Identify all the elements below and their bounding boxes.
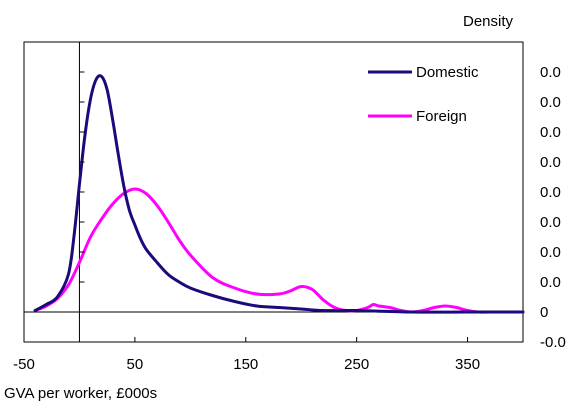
y-tick-label: 0.0 (540, 274, 561, 291)
y-tick-label: 0.0 (540, 94, 561, 111)
x-tick-label: 50 (127, 356, 144, 373)
x-axis-title: GVA per worker, £000s (4, 385, 157, 402)
y-axis-title: Density (463, 13, 514, 30)
legend-label-domestic: Domestic (416, 64, 479, 81)
y-tick-label: 0.0 (540, 244, 561, 261)
y-tick-label: -0.0 (540, 334, 566, 351)
x-tick-label: 250 (344, 356, 369, 373)
y-tick-label: 0.0 (540, 124, 561, 141)
series-layer (33, 74, 525, 314)
legend: Domestic Foreign (368, 64, 479, 125)
y-tick-label: 0.0 (540, 154, 561, 171)
y-tick-label: 0.0 (540, 64, 561, 81)
x-axis: -50 50 150 250 350 (13, 337, 480, 373)
series-line-domestic (33, 74, 525, 314)
x-tick-label: 350 (455, 356, 480, 373)
y-axis: 0.0 0.0 0.0 0.0 0.0 0.0 0.0 0.0 0 -0.0 (79, 64, 566, 351)
series-line-foreign (33, 187, 525, 314)
y-tick-label: 0.0 (540, 214, 561, 231)
y-tick-label: 0.0 (540, 184, 561, 201)
y-tick-label: 0 (540, 304, 548, 321)
x-tick-label: 150 (233, 356, 258, 373)
plot-area (23, 41, 524, 343)
legend-label-foreign: Foreign (416, 108, 467, 125)
x-tick-label: -50 (13, 356, 35, 373)
